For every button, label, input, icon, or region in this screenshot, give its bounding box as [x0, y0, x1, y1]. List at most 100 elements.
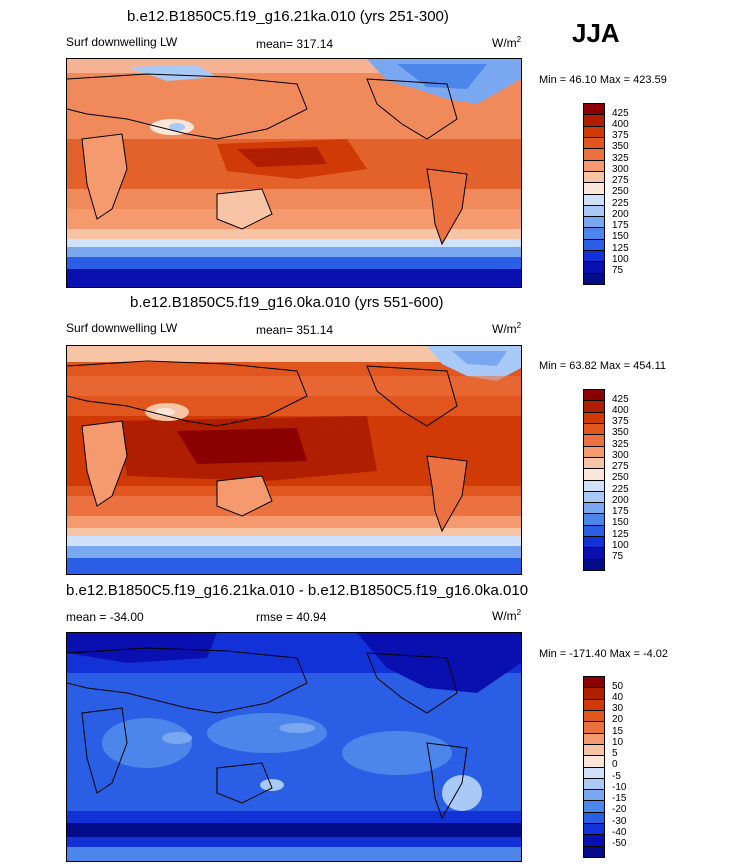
colorbar-tick-label: 275 [612, 175, 629, 186]
colorbar-tick-label: -15 [612, 793, 627, 804]
panel-2-colorbar [583, 389, 605, 571]
colorbar-tick-label: 175 [612, 220, 629, 231]
colorbar-tick-label: 225 [612, 198, 629, 209]
colorbar-swatch [584, 412, 604, 424]
panel-2-title: b.e12.B1850C5.f19_g16.0ka.010 (yrs 551-6… [130, 294, 444, 311]
colorbar-tick-label: 40 [612, 692, 624, 703]
panel-3-rmse-label: rmse = 40.94 [256, 610, 327, 624]
colorbar-swatch [584, 217, 604, 229]
panel-1-variable-label: Surf downwelling LW [66, 35, 178, 49]
panel-1-mean-label: mean= 317.14 [256, 37, 334, 51]
panel-3-units: W/m2 [492, 608, 522, 623]
panel-3-minmax: Min = -171.40 Max = -4.02 [539, 648, 669, 660]
colorbar-tick-label: 375 [612, 416, 629, 427]
colorbar-swatch [584, 677, 604, 689]
colorbar-tick-label: 10 [612, 737, 624, 748]
panel-2-mean-label: mean= 351.14 [256, 323, 334, 337]
colorbar-swatch [584, 744, 604, 757]
panel-1-colorbar [583, 103, 605, 285]
colorbar-swatch [584, 699, 604, 711]
panel-3-mean-label: mean = -34.00 [66, 610, 144, 624]
colorbar-swatch [584, 457, 604, 470]
colorbar-swatch [584, 205, 604, 218]
colorbar-swatch [584, 104, 604, 116]
colorbar-swatch [584, 262, 604, 274]
colorbar-swatch [584, 846, 604, 857]
colorbar-swatch [584, 401, 604, 413]
colorbar-swatch [584, 480, 604, 492]
panel-1-units: W/m2 [492, 35, 522, 50]
panel-2-minmax: Min = 63.82 Max = 454.11 [539, 360, 666, 372]
colorbar-tick-label: 400 [612, 405, 629, 416]
colorbar-swatch [584, 835, 604, 847]
colorbar-swatch [584, 790, 604, 802]
colorbar-swatch [584, 537, 604, 549]
colorbar-swatch [584, 559, 604, 570]
colorbar-swatch [584, 171, 604, 184]
colorbar-swatch [584, 194, 604, 206]
colorbar-tick-label: 30 [612, 703, 624, 714]
colorbar-swatch [584, 491, 604, 504]
colorbar-tick-label: 275 [612, 461, 629, 472]
colorbar-tick-label: 350 [612, 427, 629, 438]
colorbar-swatch [584, 251, 604, 263]
colorbar-tick-label: 250 [612, 186, 629, 197]
colorbar-swatch [584, 733, 604, 745]
colorbar-swatch [584, 115, 604, 127]
colorbar-tick-label: 375 [612, 130, 629, 141]
colorbar-tick-label: 125 [612, 529, 629, 540]
colorbar-tick-label: 150 [612, 517, 629, 528]
colorbar-tick-label: 150 [612, 231, 629, 242]
colorbar-tick-label: 100 [612, 254, 629, 265]
colorbar-tick-label: 20 [612, 714, 624, 725]
colorbar-tick-label: 400 [612, 119, 629, 130]
panel-2-units: W/m2 [492, 321, 522, 336]
colorbar-tick-label: 50 [612, 681, 624, 692]
colorbar-tick-label: -30 [612, 816, 627, 827]
colorbar-tick-label: 200 [612, 495, 629, 506]
colorbar-tick-label: 75 [612, 551, 624, 562]
colorbar-swatch [584, 801, 604, 813]
colorbar-swatch [584, 756, 604, 768]
colorbar-swatch [584, 390, 604, 402]
colorbar-tick-label: -20 [612, 804, 627, 815]
colorbar-swatch [584, 514, 604, 526]
colorbar-swatch [584, 722, 604, 734]
colorbar-tick-label: 425 [612, 108, 629, 119]
colorbar-swatch [584, 435, 604, 447]
panel-1-map [66, 58, 522, 288]
colorbar-tick-label: 250 [612, 472, 629, 483]
colorbar-tick-label: 300 [612, 450, 629, 461]
colorbar-swatch [584, 273, 604, 284]
season-label: JJA [572, 18, 620, 48]
colorbar-swatch [584, 525, 604, 538]
colorbar-swatch [584, 548, 604, 560]
colorbar-tick-label: -10 [612, 782, 627, 793]
colorbar-swatch [584, 126, 604, 138]
colorbar-swatch [584, 688, 604, 700]
colorbar-swatch [584, 183, 604, 195]
panel-2-variable-label: Surf downwelling LW [66, 321, 178, 335]
colorbar-tick-label: 350 [612, 141, 629, 152]
colorbar-tick-label: 300 [612, 164, 629, 175]
colorbar-tick-label: 225 [612, 484, 629, 495]
colorbar-swatch [584, 469, 604, 481]
colorbar-swatch [584, 239, 604, 252]
colorbar-tick-label: -40 [612, 827, 627, 838]
colorbar-tick-label: -5 [612, 771, 621, 782]
colorbar-swatch [584, 446, 604, 458]
colorbar-swatch [584, 710, 604, 723]
colorbar-swatch [584, 160, 604, 172]
colorbar-tick-label: 425 [612, 394, 629, 405]
colorbar-tick-label: 0 [612, 759, 618, 770]
colorbar-tick-label: 15 [612, 726, 624, 737]
colorbar-tick-label: 100 [612, 540, 629, 551]
panel-3-colorbar [583, 676, 605, 858]
colorbar-swatch [584, 137, 604, 150]
panel-3-map [66, 632, 522, 862]
colorbar-tick-label: 125 [612, 243, 629, 254]
colorbar-swatch [584, 228, 604, 240]
colorbar-swatch [584, 423, 604, 436]
colorbar-tick-label: 175 [612, 506, 629, 517]
colorbar-swatch [584, 778, 604, 791]
